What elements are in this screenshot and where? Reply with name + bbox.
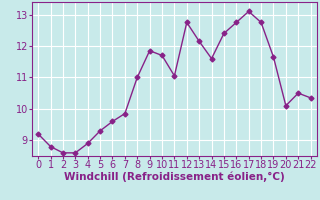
X-axis label: Windchill (Refroidissement éolien,°C): Windchill (Refroidissement éolien,°C) bbox=[64, 172, 285, 182]
